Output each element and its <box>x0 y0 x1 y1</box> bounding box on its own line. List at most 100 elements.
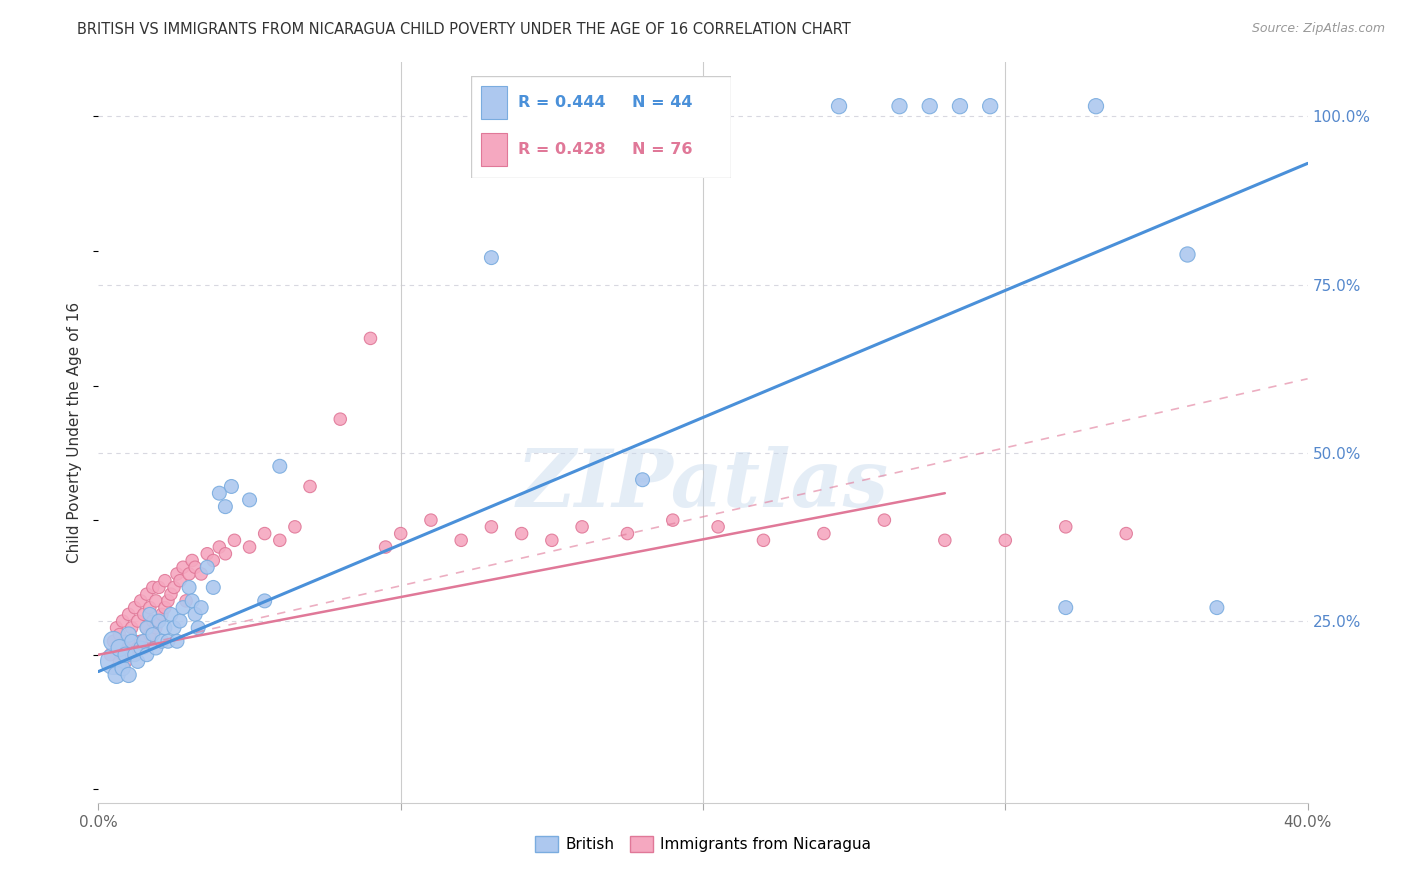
Bar <box>481 87 508 119</box>
Point <box>118 627 141 641</box>
Point <box>111 661 134 675</box>
Point <box>108 627 131 641</box>
Point <box>202 581 225 595</box>
Point <box>114 655 136 669</box>
Point <box>118 640 141 655</box>
Point <box>150 607 173 622</box>
Point <box>214 500 236 514</box>
Point <box>420 513 443 527</box>
Point <box>616 526 638 541</box>
Point <box>195 560 218 574</box>
Point <box>181 553 204 567</box>
Point <box>108 655 131 669</box>
Point <box>190 600 212 615</box>
Point <box>129 640 152 655</box>
Point <box>918 99 941 113</box>
Point <box>828 99 851 113</box>
Point <box>105 621 128 635</box>
Point <box>202 553 225 567</box>
Point <box>284 520 307 534</box>
Point <box>389 526 412 541</box>
Point <box>631 473 654 487</box>
Point <box>873 513 896 527</box>
Point <box>450 533 472 548</box>
Point <box>1054 600 1077 615</box>
Point <box>148 581 170 595</box>
Point <box>224 533 246 548</box>
Point <box>1206 600 1229 615</box>
Point <box>1054 520 1077 534</box>
Point <box>889 99 911 113</box>
Point <box>100 648 122 662</box>
Text: R = 0.444: R = 0.444 <box>517 95 606 110</box>
Y-axis label: Child Poverty Under the Age of 16: Child Poverty Under the Age of 16 <box>67 302 83 563</box>
Text: N = 76: N = 76 <box>633 142 693 157</box>
Point <box>153 621 176 635</box>
Point <box>190 566 212 581</box>
Point <box>121 621 143 635</box>
Point <box>124 634 146 648</box>
Point <box>540 533 562 548</box>
Point <box>111 614 134 628</box>
Text: N = 44: N = 44 <box>633 95 693 110</box>
Point <box>184 560 207 574</box>
Point <box>269 459 291 474</box>
Point <box>179 566 201 581</box>
Point <box>160 587 183 601</box>
Point <box>481 520 503 534</box>
Point <box>132 634 155 648</box>
Point <box>139 607 162 622</box>
Point <box>169 614 191 628</box>
Point <box>127 655 149 669</box>
Point <box>103 655 125 669</box>
Point <box>129 634 152 648</box>
Point <box>813 526 835 541</box>
Point <box>510 526 533 541</box>
Point <box>148 614 170 628</box>
Point <box>208 486 231 500</box>
Point <box>153 600 176 615</box>
Point <box>994 533 1017 548</box>
Point <box>166 634 188 648</box>
Point <box>150 634 173 648</box>
Point <box>181 594 204 608</box>
Point <box>148 614 170 628</box>
Point <box>108 640 131 655</box>
Point <box>118 607 141 622</box>
Point <box>142 614 165 628</box>
Point <box>374 540 396 554</box>
Point <box>707 520 730 534</box>
Text: R = 0.428: R = 0.428 <box>517 142 606 157</box>
Point <box>239 540 262 554</box>
Point <box>153 574 176 588</box>
Legend: British, Immigrants from Nicaragua: British, Immigrants from Nicaragua <box>529 830 877 858</box>
Point <box>1085 99 1108 113</box>
Point <box>172 600 194 615</box>
Point <box>752 533 775 548</box>
Point <box>172 560 194 574</box>
Point <box>174 594 197 608</box>
Point <box>179 581 201 595</box>
Point <box>949 99 972 113</box>
Point <box>269 533 291 548</box>
Point <box>111 648 134 662</box>
Point <box>184 607 207 622</box>
Point <box>934 533 956 548</box>
Point <box>118 668 141 682</box>
Point <box>145 621 167 635</box>
FancyBboxPatch shape <box>471 76 731 178</box>
Point <box>169 574 191 588</box>
Point <box>142 627 165 641</box>
Point <box>156 594 179 608</box>
Point <box>160 607 183 622</box>
Point <box>103 634 125 648</box>
Point <box>124 600 146 615</box>
Point <box>139 600 162 615</box>
Point <box>360 331 382 345</box>
Point <box>114 634 136 648</box>
Point <box>979 99 1001 113</box>
Point <box>121 634 143 648</box>
Point <box>145 594 167 608</box>
Point <box>145 640 167 655</box>
Point <box>105 668 128 682</box>
